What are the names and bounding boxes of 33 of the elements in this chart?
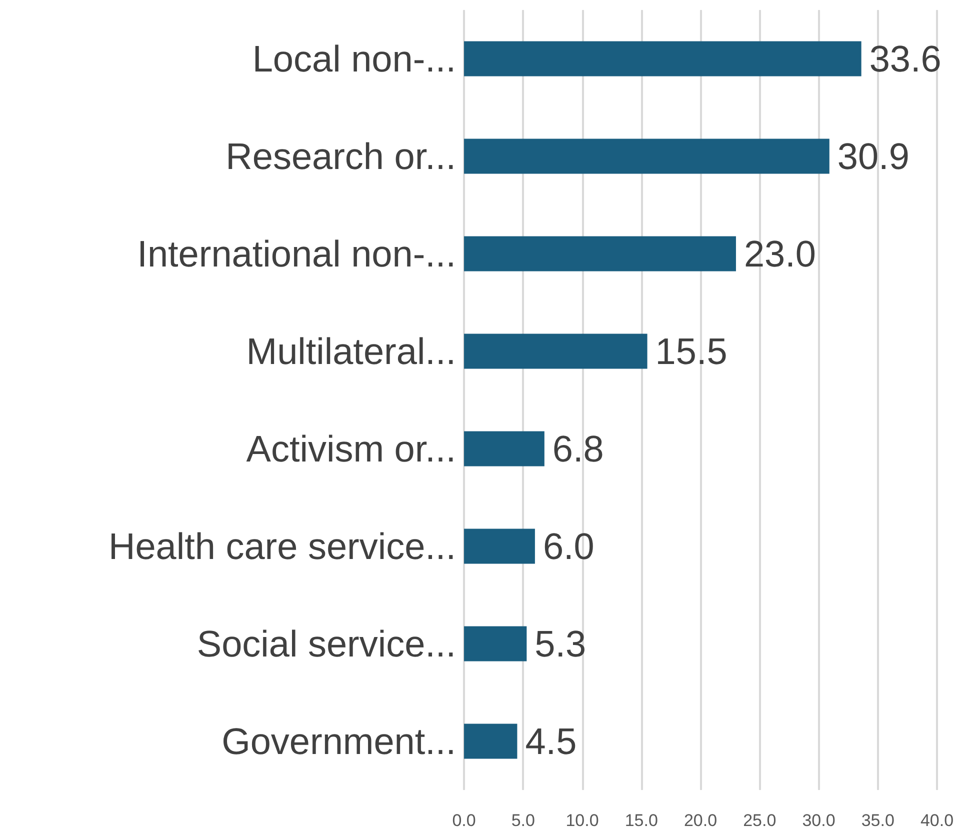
bar (464, 431, 544, 466)
x-tick-label: 5.0 (511, 811, 535, 830)
bar (464, 138, 830, 174)
x-tick-label: 30.0 (802, 811, 836, 830)
bar (464, 236, 736, 272)
y-tick-label: International non-... (137, 233, 456, 274)
y-tick-label: Multilateral... (246, 330, 456, 372)
y-tick-label: Health care service... (108, 526, 456, 567)
bar (464, 334, 648, 369)
y-tick-label: Social service... (196, 623, 456, 664)
data-label: 4.5 (525, 720, 577, 762)
bar (464, 724, 518, 759)
x-tick-label: 15.0 (624, 811, 658, 830)
data-label: 33.6 (869, 38, 942, 80)
y-tick-label: Government... (222, 720, 456, 762)
x-tick-label: 35.0 (861, 811, 894, 830)
x-tick-label: 0.0 (452, 811, 476, 830)
x-tick-label: 20.0 (684, 811, 718, 830)
bar (464, 626, 527, 662)
x-tick-label: 25.0 (743, 811, 776, 830)
data-label: 6.0 (542, 526, 594, 567)
y-tick-label: Activism or... (246, 428, 456, 470)
data-label: 5.3 (534, 623, 586, 664)
data-label: 30.9 (837, 136, 910, 177)
x-tick-label: 10.0 (566, 811, 599, 830)
bar (464, 528, 535, 564)
data-label: 23.0 (744, 233, 816, 274)
data-label: 6.8 (552, 428, 604, 470)
x-tick-label: 40.0 (920, 811, 954, 830)
bar (464, 41, 862, 76)
y-tick-label: Local non-... (252, 38, 456, 80)
y-tick-label: Research or... (226, 136, 456, 177)
data-label: 15.5 (655, 330, 728, 372)
